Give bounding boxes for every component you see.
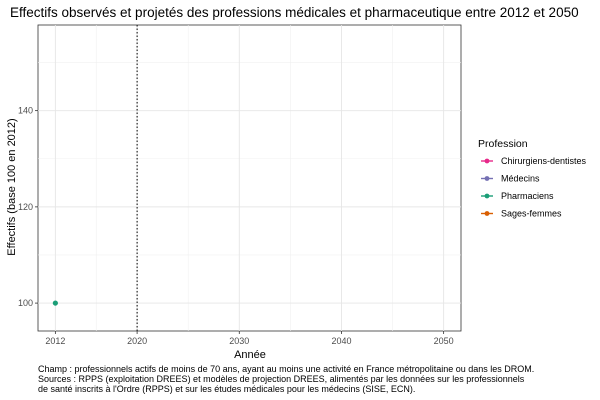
plot-panel [37,24,462,332]
x-axis-label: Année [234,349,266,361]
legend-key-point-chirurgiens-dentistes [484,158,490,164]
y-tick-label: 140 [18,106,33,116]
caption-champ: Champ : professionnels actifs de moins d… [38,364,535,374]
legend-key-point-pharmaciens [484,193,490,199]
x-tick-label: 2040 [331,336,351,346]
legend-title: Profession [478,138,528,150]
y-axis: 100 120 140 [18,106,38,308]
legend: Chirurgiens-dentistes Médecins Pharmaciens… [481,156,587,219]
legend-key-point-m-decins [484,176,490,181]
legend-label-sages-femmes: Sages-femmes [501,209,562,219]
legend-label-chirurgiens-dentistes: Chirurgiens-dentistes [501,156,587,166]
x-tick-label: 2012 [45,336,65,346]
legend-label-m-decins: Médecins [501,174,540,184]
series-marks [52,300,58,306]
x-tick-label: 2020 [127,336,147,346]
y-tick-label: 120 [18,202,33,212]
legend-label-pharmaciens: Pharmaciens [501,191,554,201]
chart-title: Effectifs observés et projetés des profe… [10,5,579,20]
caption-sources-cont: de santé inscrits à l'Ordre (RPPS) et su… [38,384,416,394]
x-tick-label: 2030 [229,336,249,346]
grid [38,25,461,331]
x-tick-label: 2050 [434,336,454,346]
caption-sources: Sources : RPPS (exploitation DREES) et m… [38,374,525,384]
data-point-pharmaciens [52,300,58,306]
x-axis: 2012 2020 2030 2040 2050 [45,331,454,346]
y-axis-label: Effectifs (base 100 en 2012) [6,118,18,255]
caption: Champ : professionnels actifs de moins d… [38,364,593,394]
y-tick-label: 100 [18,298,33,308]
legend-key-point-sages-femmes [484,211,490,216]
